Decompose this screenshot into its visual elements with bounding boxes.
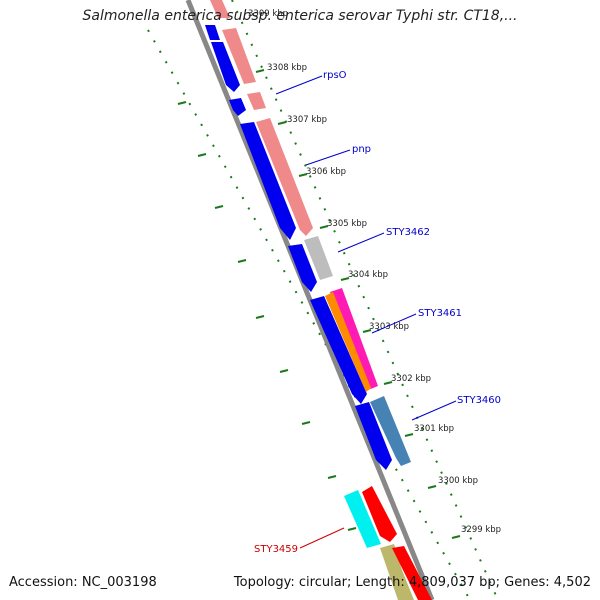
kbp-label: 3299 kbp: [461, 525, 501, 535]
kbp-label: 3307 kbp: [287, 115, 327, 125]
outer-tick-ring: [231, 0, 499, 600]
gene-arrow: [325, 292, 371, 392]
gene-arrow: [210, 0, 230, 18]
kbp-label: 3300 kbp: [438, 476, 478, 486]
kbp-label: 3303 kbp: [369, 322, 409, 332]
gene-arrow: [205, 25, 220, 40]
gene-arrow: [392, 546, 432, 600]
gene-label-sty3461[interactable]: STY3461: [418, 308, 462, 319]
kbp-label: 3304 kbp: [348, 270, 388, 280]
accession-text: Accession: NC_003198: [9, 575, 157, 590]
gene-labels: rpsO pnp STY3462 STY3461 STY3460 STY3459: [254, 70, 501, 555]
inner-tick-ring: [147, 29, 471, 600]
map-title: Salmonella enterica subsp. enterica sero…: [82, 8, 518, 24]
kbp-label: 3305 kbp: [327, 219, 367, 229]
gene-arrow: [380, 544, 414, 600]
gene-label-pnp[interactable]: pnp: [352, 144, 371, 155]
gene-arrow: [344, 490, 381, 548]
gene-arrow: [247, 92, 266, 110]
gene-arrow: [355, 402, 392, 470]
kbp-label: 3309 kbp: [248, 9, 288, 19]
gene-label-lines: [275, 75, 457, 549]
gene-arrow: [240, 122, 296, 240]
gene-arrow: [256, 118, 313, 236]
kbp-tick-marks: [177, 69, 461, 539]
gene-arrow: [288, 244, 317, 292]
gene-arrow: [362, 486, 397, 542]
gene-arrow: [310, 296, 367, 404]
kbp-labels: 3309 kbp 3308 kbp 3307 kbp 3306 kbp 3305…: [248, 9, 501, 535]
kbp-label: 3301 kbp: [414, 424, 454, 434]
kbp-label: 3306 kbp: [306, 167, 346, 177]
gene-label-rpso[interactable]: rpsO: [323, 70, 347, 81]
genome-summary-text: Topology: circular; Length: 4,809,037 bp…: [233, 575, 591, 590]
kbp-label: 3302 kbp: [391, 374, 431, 384]
gene-arrow: [229, 98, 246, 116]
gene-arrow: [222, 28, 256, 84]
kbp-label: 3308 kbp: [267, 63, 307, 73]
gene-arrow: [211, 42, 240, 92]
gene-label-sty3462[interactable]: STY3462: [386, 227, 430, 238]
gene-arrow: [304, 236, 333, 280]
gene-label-sty3459[interactable]: STY3459: [254, 544, 298, 555]
gene-label-sty3460[interactable]: STY3460: [457, 395, 501, 406]
gene-arrow: [330, 288, 378, 390]
gene-arrow: [370, 396, 411, 466]
